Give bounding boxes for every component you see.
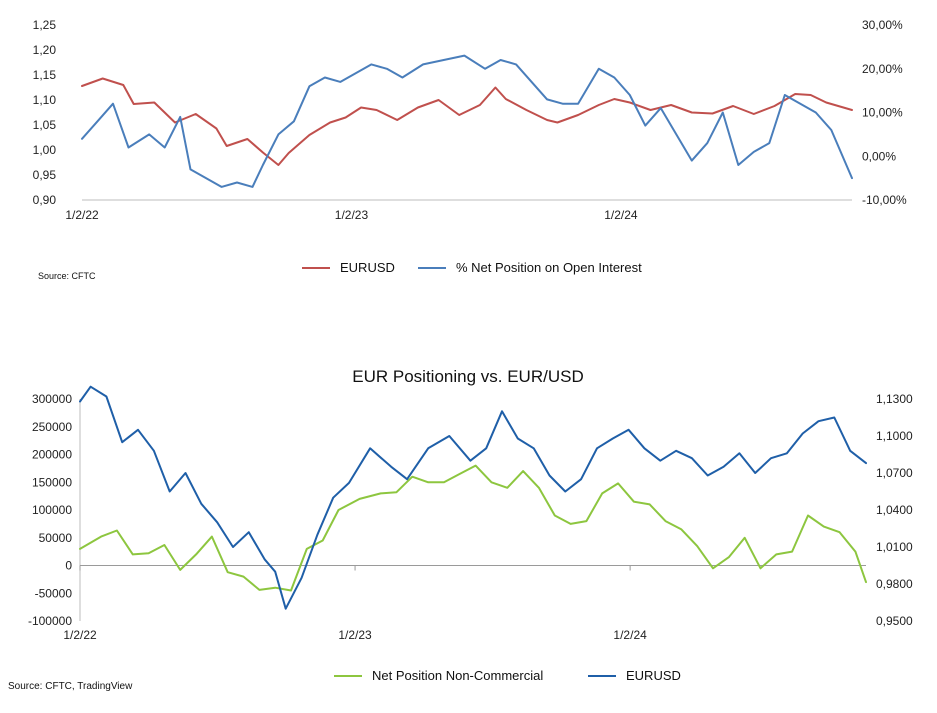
left-y-tick-label: -50000: [35, 586, 73, 600]
top-x-axis: 1/2/22 1/2/23 1/2/24: [65, 208, 638, 222]
left-y-tick-label: 300000: [32, 392, 72, 406]
series-line-0: [81, 77, 853, 166]
right-y-tick-label: 0,00%: [862, 149, 896, 163]
left-y-tick-label: 1,20: [33, 43, 57, 57]
right-y-tick-label: 10,00%: [862, 106, 903, 120]
right-y-tick-label: 1,0700: [876, 466, 913, 480]
top-source-note: Source: CFTC: [38, 271, 96, 281]
x-tick-label: 1/2/24: [613, 628, 647, 642]
x-tick-label: 1/2/22: [63, 628, 97, 642]
left-y-tick-label: 200000: [32, 448, 72, 462]
right-y-tick-label: 1,0400: [876, 503, 913, 517]
bottom-right-y-axis: 0,9500 0,9800 1,0100 1,0400 1,0700 1,1000 1,13…: [876, 392, 913, 628]
bottom-legend: Net Position Non-Commercial EURUSD: [334, 668, 681, 683]
left-y-tick-label: 0: [65, 559, 72, 573]
left-y-tick-label: 1,15: [33, 68, 57, 82]
right-y-tick-label: 1,1300: [876, 392, 913, 406]
bottom-chart: EUR Positioning vs. EUR/USD -100000 -5000…: [8, 367, 913, 692]
left-y-tick-label: 150000: [32, 475, 72, 489]
bottom-left-y-axis: -100000 -50000 0 50000 100000 150000 200000 250…: [28, 392, 72, 628]
bottom-chart-title: EUR Positioning vs. EUR/USD: [352, 367, 583, 386]
left-y-tick-label: 250000: [32, 420, 72, 434]
bottom-x-axis: 1/2/22 1/2/23 1/2/24: [63, 565, 866, 642]
right-y-tick-label: -10,00%: [862, 193, 907, 207]
left-y-tick-label: 0,90: [33, 193, 57, 207]
series-line-0: [79, 464, 867, 592]
top-legend: EURUSD % Net Position on Open Interest: [302, 260, 642, 275]
right-y-tick-label: 1,1000: [876, 429, 913, 443]
left-y-tick-label: -100000: [28, 614, 72, 628]
series-line-1: [81, 54, 853, 188]
top-chart: 0,90 0,95 1,00 1,05 1,10 1,15 1,20 1,25 -10,00%…: [33, 18, 907, 281]
x-tick-label: 1/2/22: [65, 208, 99, 222]
left-y-tick-label: 50000: [39, 531, 73, 545]
left-y-tick-label: 1,25: [33, 18, 57, 32]
series-line-1: [79, 385, 867, 610]
left-y-tick-label: 0,95: [33, 168, 57, 182]
bottom-series-group: [79, 385, 867, 610]
right-y-tick-label: 0,9800: [876, 577, 913, 591]
top-right-y-axis: -10,00% 0,00% 10,00% 20,00% 30,00%: [862, 18, 907, 207]
left-y-tick-label: 100000: [32, 503, 72, 517]
right-y-tick-label: 20,00%: [862, 62, 903, 76]
left-y-tick-label: 1,10: [33, 93, 57, 107]
right-y-tick-label: 30,00%: [862, 18, 903, 32]
top-left-y-axis: 0,90 0,95 1,00 1,05 1,10 1,15 1,20 1,25: [33, 18, 57, 207]
left-y-tick-label: 1,05: [33, 118, 57, 132]
x-tick-label: 1/2/23: [338, 628, 372, 642]
right-y-tick-label: 0,9500: [876, 614, 913, 628]
bottom-source-note: Source: CFTC, TradingView: [8, 681, 133, 692]
legend-label-net-position-noncommercial: Net Position Non-Commercial: [372, 668, 543, 683]
top-series-group: [81, 54, 853, 188]
legend-label-eurusd-bottom: EURUSD: [626, 668, 681, 683]
x-tick-label: 1/2/24: [604, 208, 638, 222]
legend-label-net-position-oi: % Net Position on Open Interest: [456, 260, 642, 275]
right-y-tick-label: 1,0100: [876, 540, 913, 554]
legend-label-eurusd: EURUSD: [340, 260, 395, 275]
left-y-tick-label: 1,00: [33, 143, 57, 157]
x-tick-label: 1/2/23: [335, 208, 369, 222]
